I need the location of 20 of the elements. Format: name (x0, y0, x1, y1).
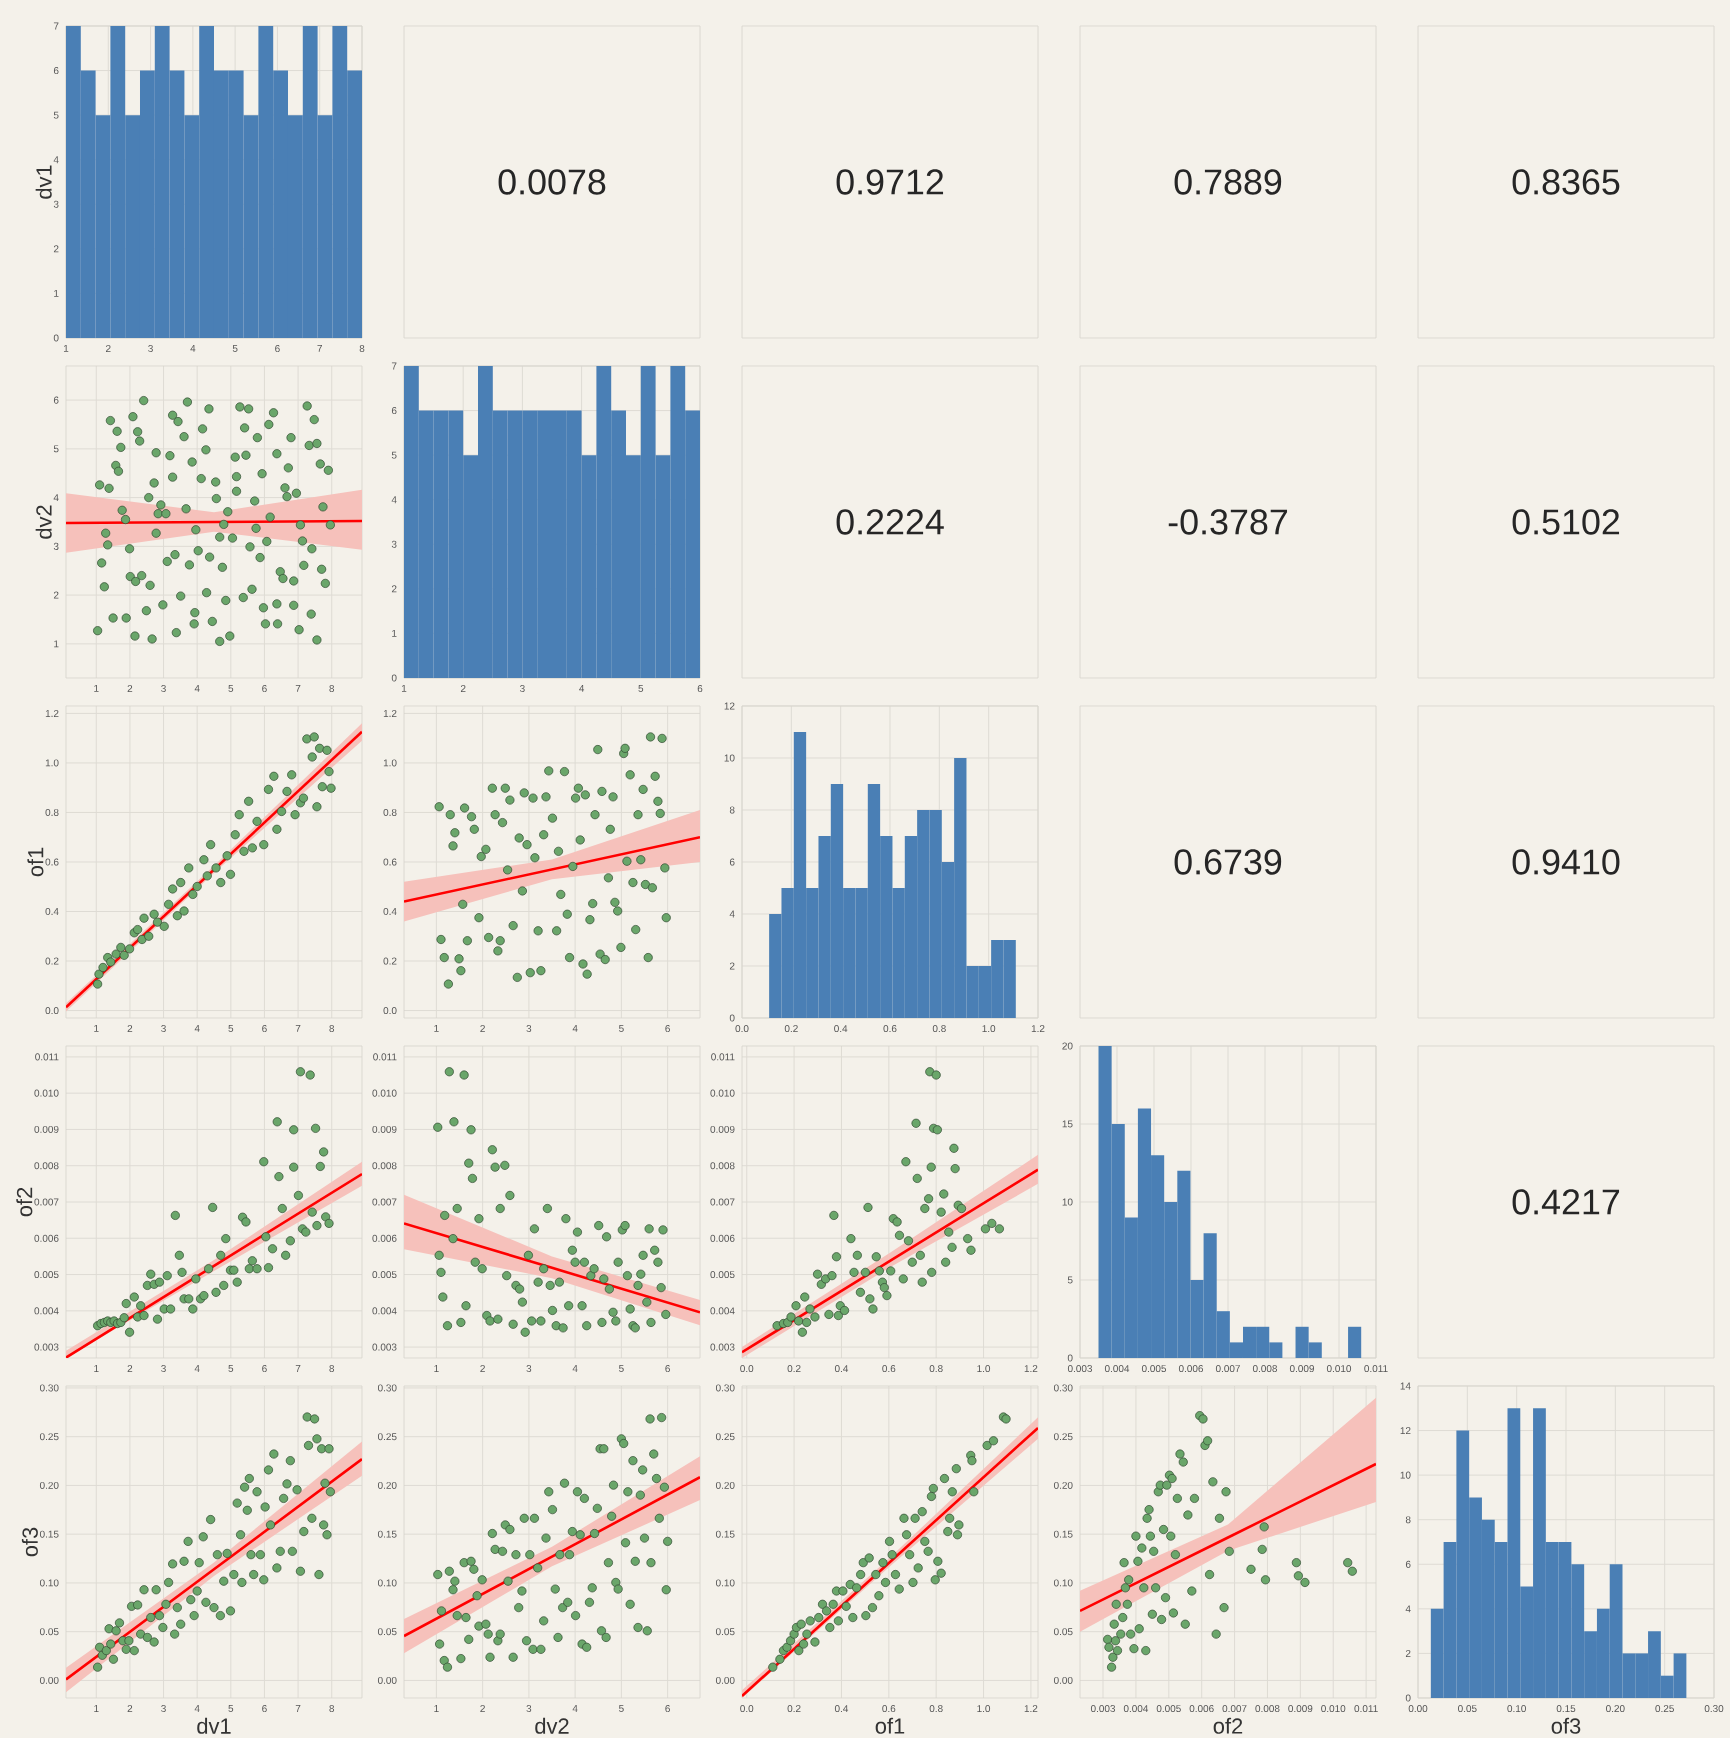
text: 0.9410 (1512, 849, 1620, 875)
text: 0.6739 (1174, 849, 1282, 875)
y-axis-title: of3 (21, 1527, 38, 1557)
text: 0.4217 (1512, 1189, 1620, 1215)
text: 0.8365 (1512, 169, 1620, 195)
x-axis-title: of1 (875, 1717, 905, 1734)
text: 0.9712 (836, 169, 944, 195)
x-axis-title: dv1 (197, 1717, 231, 1734)
text: 0.0078 (498, 169, 606, 195)
text: -0.3787 (1168, 509, 1288, 535)
y-axis-title: of1 (27, 847, 44, 877)
text: 0.7889 (1174, 169, 1282, 195)
y-axis-title: dv2 (35, 505, 52, 539)
text: 0.5102 (1512, 509, 1620, 535)
x-axis-title: of2 (1213, 1717, 1243, 1734)
y-axis-title: dv1 (35, 165, 52, 199)
x-axis-title: of3 (1551, 1717, 1581, 1734)
x-axis-title: dv2 (535, 1717, 569, 1734)
text: 0.2224 (836, 509, 944, 535)
y-axis-title: of2 (16, 1187, 33, 1217)
